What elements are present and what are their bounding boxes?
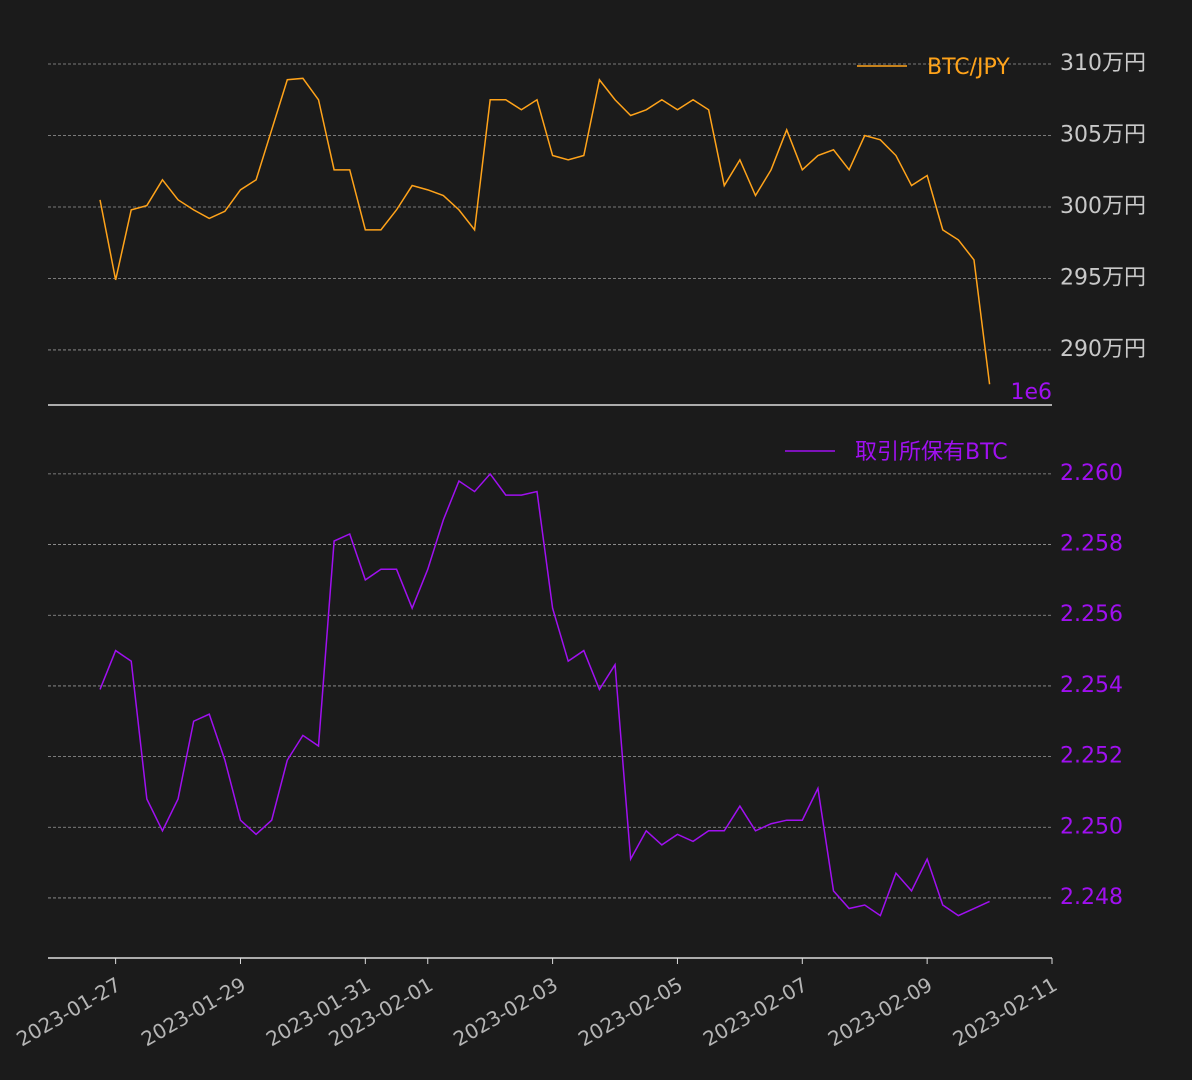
- legend-label: 取引所保有BTC: [855, 440, 1008, 465]
- y-tick-label: 305万円: [1060, 123, 1146, 148]
- y-tick-label: 2.252: [1060, 744, 1123, 769]
- series-line: [99, 472, 990, 917]
- y-tick-label: 300万円: [1060, 194, 1146, 219]
- y-tick-label: 290万円: [1060, 337, 1146, 362]
- y-tick-label: 2.250: [1060, 814, 1123, 839]
- series-line: [99, 77, 991, 385]
- y-tick-label: 310万円: [1060, 51, 1146, 76]
- y-tick-label: 2.258: [1060, 532, 1123, 557]
- y-tick-label: 2.260: [1060, 461, 1123, 486]
- legend-label: BTC/JPY: [927, 55, 1010, 80]
- y-tick-label: 2.248: [1060, 885, 1123, 910]
- y-tick-label: 2.254: [1060, 673, 1123, 698]
- offset-text: 1e6: [1010, 380, 1052, 405]
- y-tick-label: 295万円: [1060, 265, 1146, 290]
- y-tick-label: 2.256: [1060, 602, 1123, 627]
